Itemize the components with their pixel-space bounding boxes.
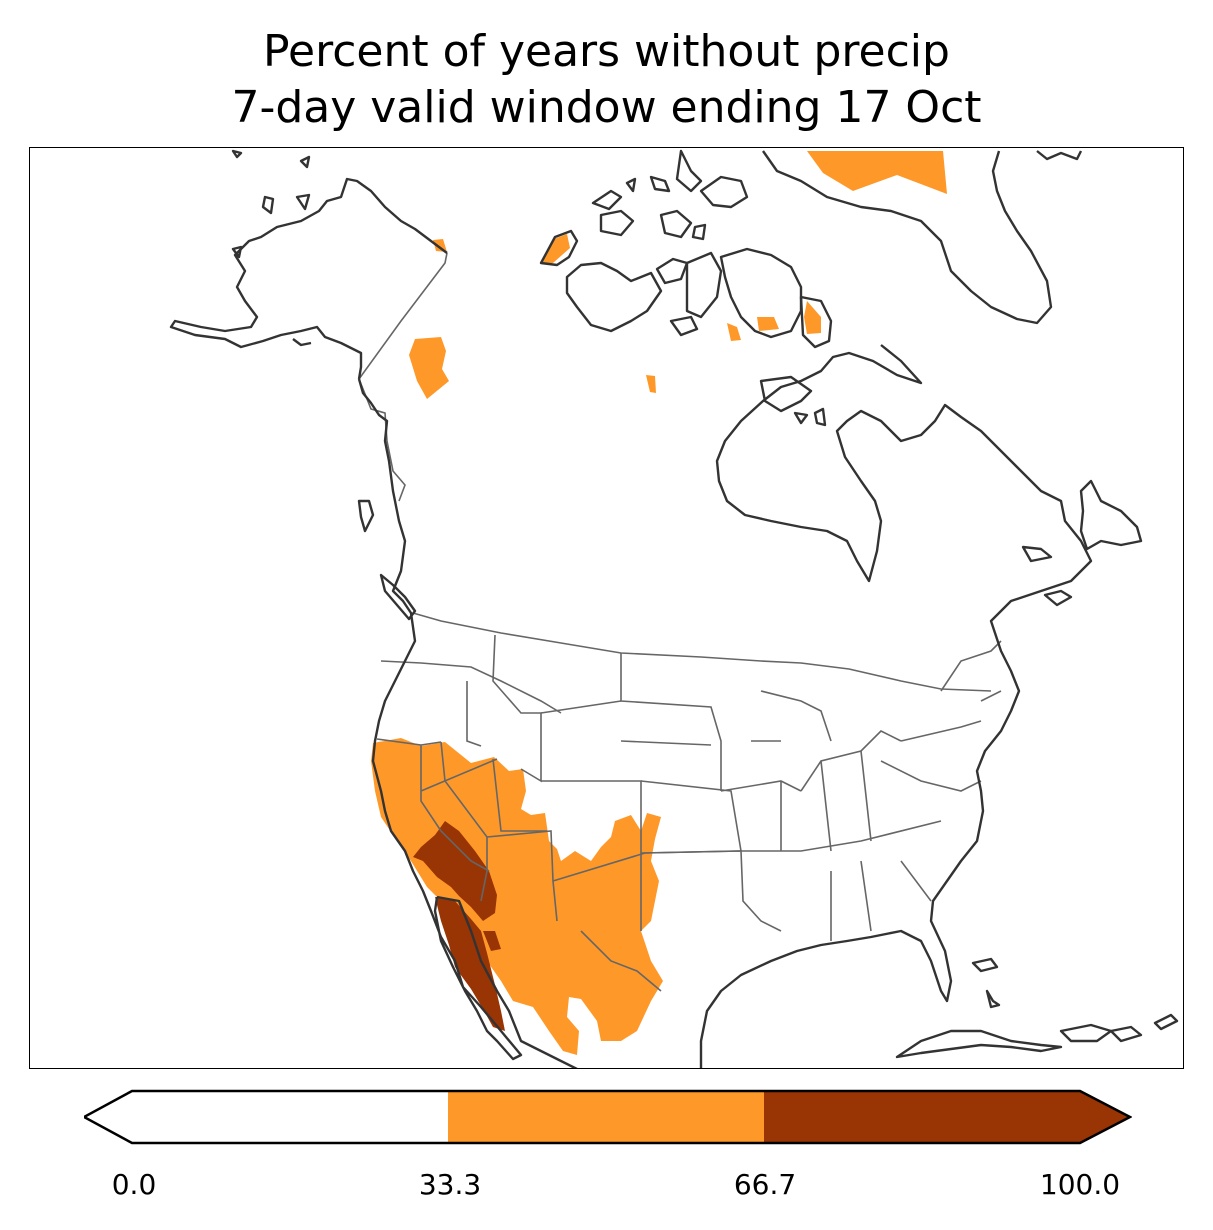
region-us-west xyxy=(371,738,663,1055)
colorbar-outline xyxy=(84,1089,1132,1145)
political-borders xyxy=(358,252,1002,992)
colorbar-extend-low xyxy=(84,1091,132,1143)
map-title-line-2: 7-day valid window ending 17 Oct xyxy=(231,82,982,133)
colorbar-bin-mid xyxy=(448,1091,764,1143)
map-title-line-1: Percent of years without precip xyxy=(263,26,950,77)
north-america-map xyxy=(169,149,1179,1068)
colorbar-tick-3: 100.0 xyxy=(1039,1168,1121,1201)
colorbar-extend-high xyxy=(1080,1091,1130,1143)
colorbar xyxy=(84,1089,1132,1145)
colorbar-tick-1: 33.3 xyxy=(418,1168,482,1201)
high-category-regions xyxy=(413,821,505,1031)
region-yukon xyxy=(409,337,449,399)
region-nevada-arizona-high xyxy=(413,821,497,921)
region-arctic-a xyxy=(727,323,741,341)
colorbar-tick-2: 66.7 xyxy=(733,1168,797,1201)
region-arctic-b xyxy=(757,317,779,331)
region-baja-sea xyxy=(483,931,501,951)
colorbar-bin-low xyxy=(132,1091,448,1143)
mid-category-regions xyxy=(371,151,947,1055)
region-arctic-island-west xyxy=(541,234,570,263)
map-panel xyxy=(29,147,1184,1069)
region-greenland-north xyxy=(807,151,947,194)
region-arctic-c xyxy=(804,301,821,334)
colorbar-tick-0: 0.0 xyxy=(111,1168,157,1201)
coastlines xyxy=(169,149,1179,1068)
colorbar-bin-high xyxy=(764,1091,1080,1143)
region-alaska-north xyxy=(433,239,447,252)
region-nunavut-small xyxy=(646,375,656,393)
region-baja-high xyxy=(435,897,505,1031)
